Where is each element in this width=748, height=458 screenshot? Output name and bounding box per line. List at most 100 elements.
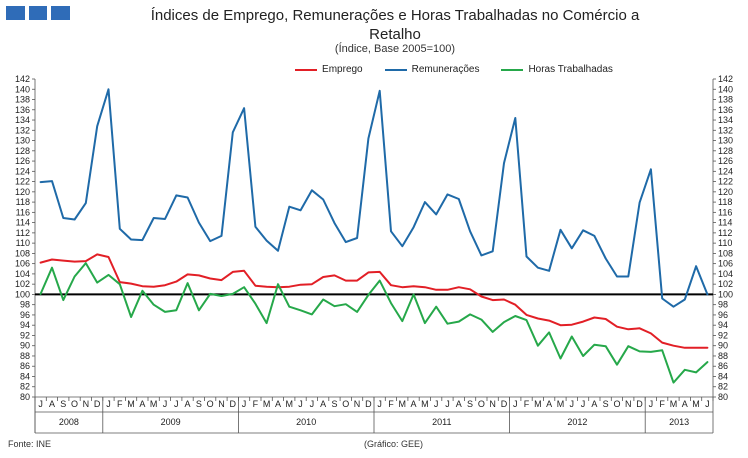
y-tick-label-right: 104: [718, 269, 733, 279]
series-layer: [35, 88, 713, 384]
x-tick-label-month: S: [603, 399, 609, 409]
x-tick-label-month: J: [570, 399, 575, 409]
y-tick-label-right: 98: [718, 300, 728, 310]
x-tick-label-month: M: [399, 399, 407, 409]
y-tick-label-left: 136: [15, 105, 30, 115]
legend-swatch-emprego: [295, 68, 318, 71]
y-tick-label-left: 112: [16, 228, 30, 238]
y-tick-label-left: 98: [20, 300, 30, 310]
x-tick-label-month: N: [625, 399, 632, 409]
x-tick-label-month: D: [636, 399, 643, 409]
y-tick-label-left: 142: [15, 74, 30, 84]
x-tick-label-month: M: [534, 399, 542, 409]
x-tick-label-year: 2013: [669, 417, 689, 427]
y-tick-label-right: 86: [718, 361, 728, 371]
legend-item-horas: Horas Trabalhadas: [501, 64, 613, 75]
gee-logo: [6, 6, 71, 20]
y-tick-label-right: 114: [718, 218, 732, 228]
y-tick-label-right: 82: [718, 382, 728, 392]
x-tick-label-month: N: [354, 399, 361, 409]
x-tick-label-month: O: [478, 399, 485, 409]
y-tick-label-right: 130: [718, 136, 733, 146]
x-tick-label-month: M: [150, 399, 158, 409]
chart-title: Índices de Emprego, Remunerações e Horas…: [60, 6, 730, 44]
chart-legend: Emprego Remunerações Horas Trabalhadas: [0, 64, 748, 75]
credit-note: (Gráfico: GEE): [364, 439, 424, 449]
y-tick-label-right: 134: [718, 115, 733, 125]
x-tick-label-month: J: [649, 399, 654, 409]
y-tick-label-right: 132: [718, 125, 733, 135]
y-tick-label-right: 100: [718, 289, 733, 299]
x-tick-label-month: M: [557, 399, 565, 409]
x-tick-label-year: 2011: [432, 417, 451, 427]
x-tick-label-month: A: [320, 399, 326, 409]
legend-swatch-remuneracoes: [384, 68, 407, 71]
x-tick-label-month: J: [434, 399, 439, 409]
source-note: Fonte: INE: [8, 439, 52, 449]
y-tick-label-right: 136: [718, 105, 733, 115]
y-tick-label-right: 108: [718, 248, 733, 258]
x-tick-label-year: 2010: [296, 417, 316, 427]
y-tick-label-right: 92: [718, 330, 728, 340]
y-tick-label-left: 114: [16, 218, 30, 228]
x-tick-label-month: M: [421, 399, 429, 409]
x-tick-label-month: J: [298, 399, 303, 409]
y-tick-label-left: 80: [20, 392, 30, 402]
legend-item-emprego: Emprego: [135, 64, 363, 75]
y-tick-label-left: 106: [15, 259, 30, 269]
y-tick-label-left: 126: [15, 156, 30, 166]
x-tick-label-month: O: [342, 399, 349, 409]
y-tick-label-left: 118: [16, 197, 30, 207]
x-tick-label-month: S: [60, 399, 66, 409]
y-tick-label-right: 96: [718, 310, 728, 320]
y-tick-label-right: 102: [718, 279, 733, 289]
legend-label-emprego: Emprego: [322, 64, 363, 75]
x-tick-label-month: A: [139, 399, 145, 409]
y-tick-label-left: 128: [15, 146, 30, 156]
x-tick-label-month: M: [263, 399, 271, 409]
x-tick-label-month: J: [310, 399, 315, 409]
x-tick-label-month: F: [253, 399, 259, 409]
x-tick-label-month: A: [411, 399, 417, 409]
y-tick-label-left: 120: [15, 187, 30, 197]
x-tick-label-month: M: [127, 399, 135, 409]
x-tick-label-month: N: [489, 399, 496, 409]
x-tick-label-month: D: [94, 399, 101, 409]
x-tick-label-month: A: [49, 399, 55, 409]
x-tick-label-month: N: [218, 399, 225, 409]
x-tick-label-month: S: [331, 399, 337, 409]
y-tick-label-left: 116: [16, 207, 30, 217]
y-tick-label-left: 130: [15, 136, 30, 146]
y-tick-label-left: 140: [15, 84, 30, 94]
y-tick-label-right: 124: [718, 166, 733, 176]
y-tick-label-left: 132: [15, 125, 30, 135]
y-tick-label-left: 102: [15, 279, 30, 289]
y-tick-label-right: 118: [718, 197, 732, 207]
y-tick-label-right: 110: [718, 238, 732, 248]
x-tick-label-month: S: [467, 399, 473, 409]
x-tick-label-month: J: [445, 399, 450, 409]
x-tick-label-month: D: [230, 399, 237, 409]
y-tick-label-right: 140: [718, 84, 733, 94]
series-line-horas-trabalhadas: [39, 262, 709, 384]
legend-label-remuneracoes: Remunerações: [411, 64, 480, 75]
y-tick-label-left: 86: [20, 361, 30, 371]
x-tick-label-month: J: [242, 399, 247, 409]
y-tick-label-right: 88: [718, 351, 728, 361]
x-tick-label-month: D: [501, 399, 508, 409]
x-tick-label-month: J: [705, 399, 710, 409]
y-tick-label-right: 80: [718, 392, 728, 402]
x-tick-label-year: 2012: [567, 417, 587, 427]
y-tick-label-right: 142: [718, 74, 733, 84]
y-tick-label-left: 88: [20, 351, 30, 361]
chart-title-line1: Índices de Emprego, Remunerações e Horas…: [150, 7, 640, 24]
y-tick-label-left: 82: [20, 382, 30, 392]
chart-title-line2: Retalho: [369, 26, 421, 43]
y-tick-label-left: 110: [16, 238, 30, 248]
y-tick-label-left: 94: [20, 320, 30, 330]
y-tick-label-right: 126: [718, 156, 733, 166]
x-tick-label-month: F: [524, 399, 530, 409]
x-tick-label-month: M: [692, 399, 700, 409]
y-tick-label-left: 122: [15, 177, 30, 187]
